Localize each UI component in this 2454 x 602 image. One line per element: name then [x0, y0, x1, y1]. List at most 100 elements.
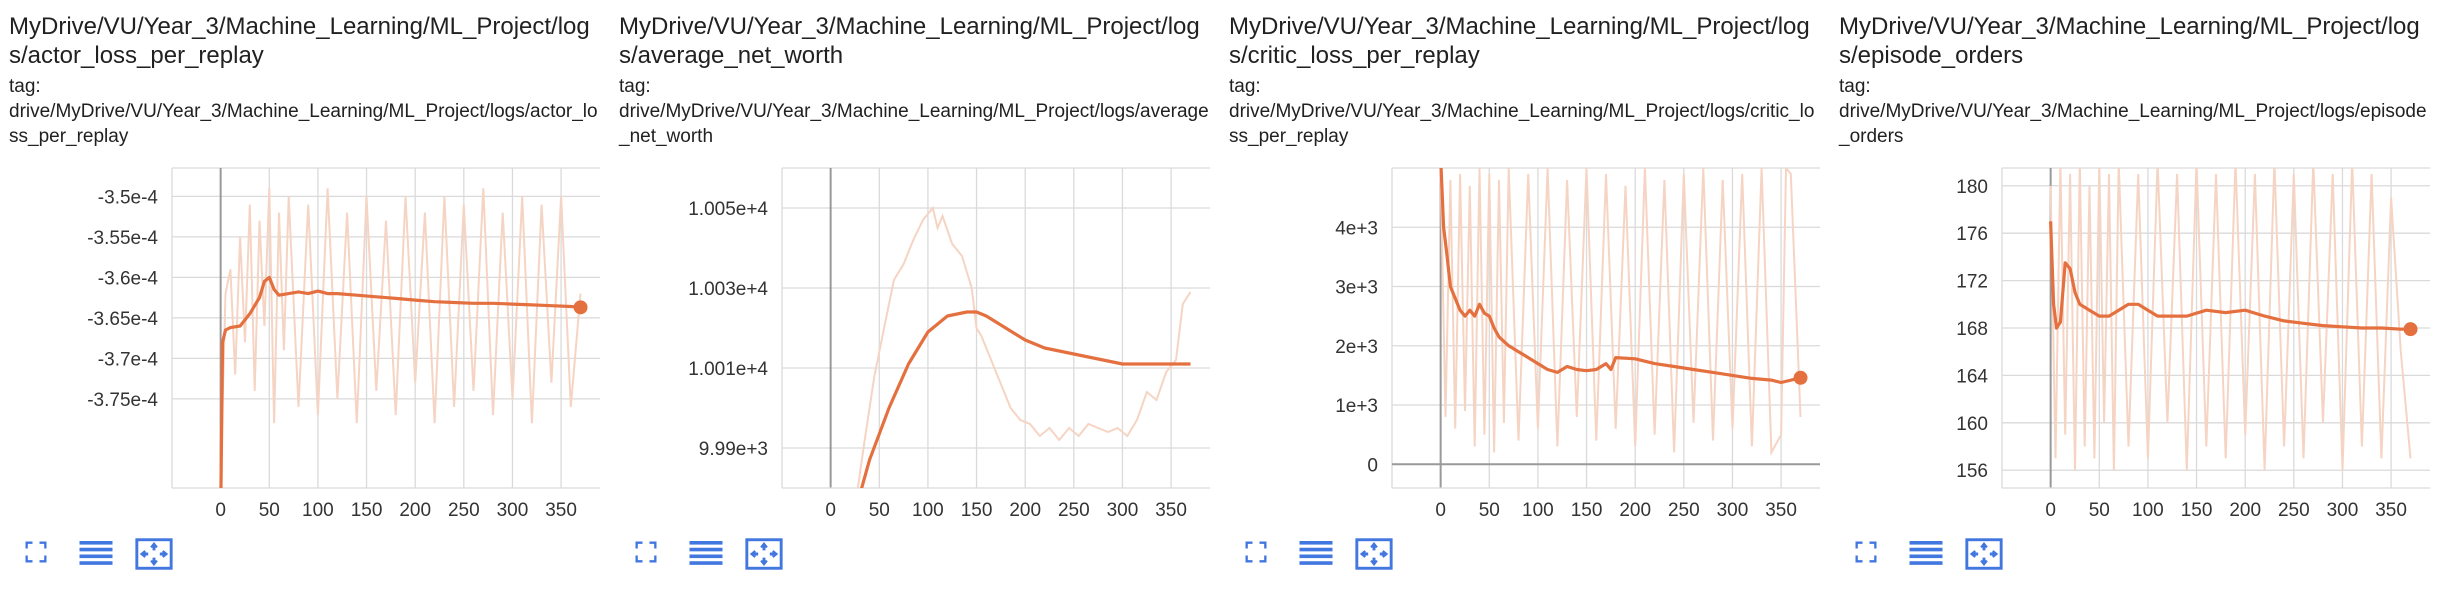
tag-value: drive/MyDrive/VU/Year_3/Machine_Learning…: [1229, 101, 1815, 147]
y-tick-label: 156: [1956, 461, 1988, 482]
x-tick-label: 300: [2327, 500, 2359, 521]
smoothed-series-line: [860, 310, 1191, 488]
card-tag: tag: drive/MyDrive/VU/Year_3/Machine_Lear…: [619, 74, 1209, 149]
x-tick-label: 250: [2278, 500, 2310, 521]
line-chart[interactable]: 0 50 100 150 200 250 300 350 4e+3 3e+3 2e+3 1e+3 0: [1220, 160, 1820, 521]
y-tick-label: 176: [1956, 224, 1988, 245]
card-title: MyDrive/VU/Year_3/Machine_Learning/ML_Pr…: [1229, 13, 1810, 69]
x-tick-label: 350: [1155, 500, 1187, 521]
scalar-card: MyDrive/VU/Year_3/Machine_Learning/ML_Pr…: [0, 0, 600, 602]
raw-series-line: [1439, 168, 1802, 457]
card-title: MyDrive/VU/Year_3/Machine_Learning/ML_Pr…: [9, 13, 590, 69]
y-tick-label: -3.75e-4: [87, 390, 158, 411]
x-tick-label: 200: [399, 500, 431, 521]
x-tick-label: 250: [448, 500, 480, 521]
x-tick-label: 300: [1107, 500, 1139, 521]
line-chart[interactable]: 0 50 100 150 200 250 300 350 180 176 172 168 164 160 1…: [1830, 160, 2430, 521]
card-title: MyDrive/VU/Year_3/Machine_Learning/ML_Pr…: [1839, 13, 2420, 69]
smoothed-series-line: [2049, 221, 2411, 331]
x-tick-label: 350: [1765, 500, 1797, 521]
fit-domain-icon: [1354, 538, 1394, 574]
y-tick-label: -3.7e-4: [98, 349, 159, 370]
last-point-marker: [2403, 322, 2418, 337]
card-title: MyDrive/VU/Year_3/Machine_Learning/ML_Pr…: [619, 13, 1200, 69]
y-tick-label: 1.005e+4: [688, 199, 768, 220]
toggle-data-table-button[interactable]: [1908, 538, 1944, 573]
fullscreen-icon: [1242, 541, 1270, 570]
fullscreen-icon: [632, 541, 660, 570]
x-tick-label: 150: [2181, 500, 2213, 521]
toggle-fullscreen-button[interactable]: [1242, 538, 1270, 571]
fit-domain-button[interactable]: [134, 538, 174, 575]
data-table-icon: [688, 541, 724, 572]
raw-series-line: [856, 205, 1192, 488]
fullscreen-icon: [1852, 541, 1880, 570]
x-tick-label: 100: [302, 500, 334, 521]
y-tick-label: 1e+3: [1335, 396, 1378, 417]
toggle-data-table-button[interactable]: [78, 538, 114, 573]
x-tick-label: 200: [2229, 500, 2261, 521]
x-tick-label: 250: [1058, 500, 1090, 521]
x-tick-label: 200: [1009, 500, 1041, 521]
tag-value: drive/MyDrive/VU/Year_3/Machine_Learning…: [619, 101, 1209, 147]
fit-domain-icon: [1964, 538, 2004, 574]
y-tick-label: 9.99e+3: [699, 439, 768, 460]
data-table-icon: [1298, 541, 1334, 572]
x-tick-label: 150: [961, 500, 993, 521]
fit-domain-button[interactable]: [1354, 538, 1394, 575]
x-tick-label: 350: [2375, 500, 2407, 521]
x-tick-label: 350: [545, 500, 577, 521]
fit-domain-icon: [744, 538, 784, 574]
scalar-card: MyDrive/VU/Year_3/Machine_Learning/ML_Pr…: [610, 0, 1210, 602]
last-point-marker: [1793, 370, 1808, 385]
data-table-icon: [78, 541, 114, 572]
x-tick-label: 50: [869, 500, 890, 521]
x-tick-label: 300: [1717, 500, 1749, 521]
y-tick-label: 164: [1956, 366, 1988, 387]
raw-series-line: [2049, 168, 2412, 471]
smoothed-series-line: [1439, 168, 1801, 385]
card-tag: tag: drive/MyDrive/VU/Year_3/Machine_Lear…: [9, 74, 599, 149]
line-chart[interactable]: 0 50 100 150 200 250 300 350 1.005e+4 1.003e+4 1.0…: [610, 160, 1210, 521]
last-point-marker: [573, 300, 588, 315]
y-tick-label: 172: [1956, 272, 1988, 293]
y-tick-label: 180: [1956, 177, 1988, 198]
x-tick-label: 0: [2045, 500, 2056, 521]
fit-domain-button[interactable]: [744, 538, 784, 575]
line-chart[interactable]: 0 50 100 150 200 250 300 350 -3.5e-4 -3.55e-4 -3.6…: [0, 160, 600, 521]
toggle-fullscreen-button[interactable]: [632, 538, 660, 571]
y-tick-label: 168: [1956, 319, 1988, 340]
tag-label: tag:: [619, 76, 651, 97]
toggle-data-table-button[interactable]: [1298, 538, 1334, 573]
y-tick-label: 1.003e+4: [688, 279, 768, 300]
y-tick-label: 4e+3: [1335, 218, 1378, 239]
y-tick-label: -3.65e-4: [87, 309, 158, 330]
toggle-data-table-button[interactable]: [688, 538, 724, 573]
y-tick-label: 3e+3: [1335, 278, 1378, 299]
tag-value: drive/MyDrive/VU/Year_3/Machine_Learning…: [9, 101, 598, 147]
toggle-fullscreen-button[interactable]: [22, 538, 50, 571]
x-tick-label: 250: [1668, 500, 1700, 521]
x-tick-label: 300: [497, 500, 529, 521]
scalar-card: MyDrive/VU/Year_3/Machine_Learning/ML_Pr…: [1220, 0, 1820, 602]
fullscreen-icon: [22, 541, 50, 570]
card-tag: tag: drive/MyDrive/VU/Year_3/Machine_Lear…: [1839, 74, 2429, 149]
fit-domain-button[interactable]: [1964, 538, 2004, 575]
y-tick-label: 2e+3: [1335, 337, 1378, 358]
tag-label: tag:: [1839, 76, 1871, 97]
x-tick-label: 100: [912, 500, 944, 521]
y-tick-label: -3.5e-4: [98, 187, 159, 208]
raw-series-line: [219, 188, 582, 480]
toggle-fullscreen-button[interactable]: [1852, 538, 1880, 571]
card-tag: tag: drive/MyDrive/VU/Year_3/Machine_Lear…: [1229, 74, 1819, 149]
tag-value: drive/MyDrive/VU/Year_3/Machine_Learning…: [1839, 101, 2427, 147]
x-tick-label: 0: [1435, 500, 1446, 521]
x-tick-label: 150: [351, 500, 383, 521]
y-tick-label: -3.6e-4: [98, 268, 159, 289]
tag-label: tag:: [1229, 76, 1261, 97]
x-tick-label: 50: [2089, 500, 2110, 521]
x-tick-label: 0: [825, 500, 836, 521]
x-tick-label: 50: [259, 500, 280, 521]
y-tick-label: 0: [1367, 455, 1378, 476]
tag-label: tag:: [9, 76, 41, 97]
